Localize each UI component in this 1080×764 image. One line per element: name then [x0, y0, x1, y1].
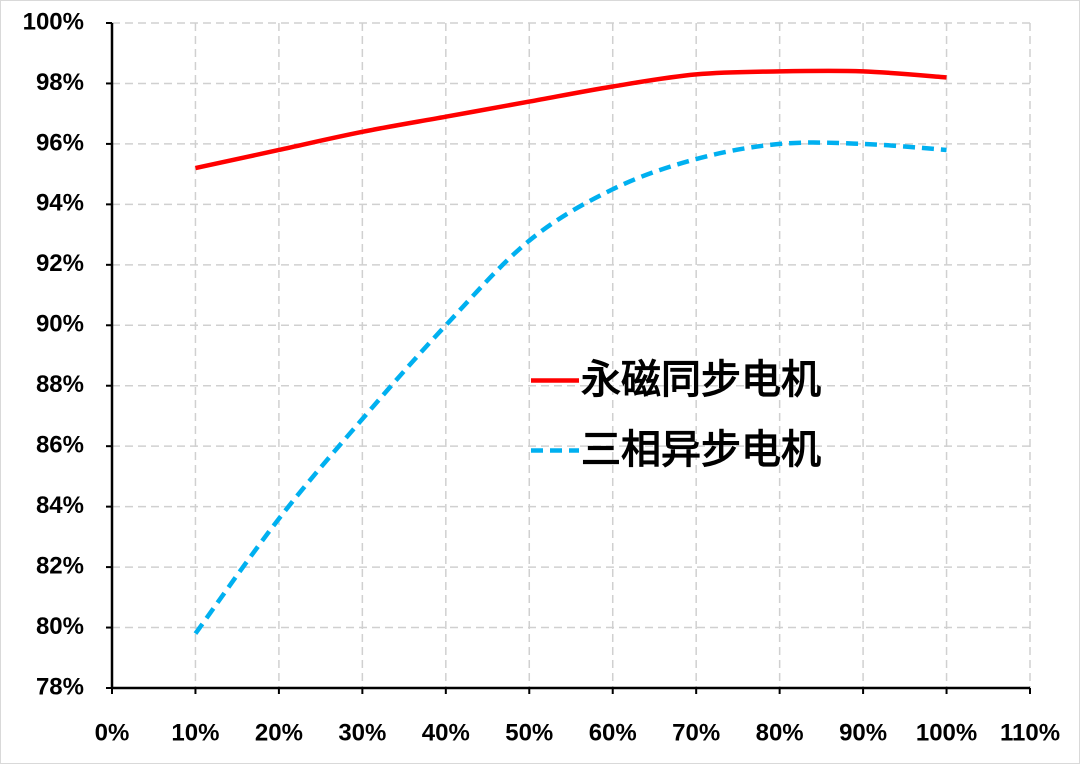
y-tick-label: 92% [36, 250, 84, 277]
x-tick-label: 30% [338, 719, 386, 746]
y-tick-label: 84% [36, 492, 84, 519]
y-tick-label: 100% [23, 8, 84, 35]
x-tick-label: 70% [672, 719, 720, 746]
x-tick-label: 80% [756, 719, 804, 746]
y-tick-label: 86% [36, 432, 84, 459]
legend-label: 永磁同步电机 [581, 358, 821, 402]
x-tick-label: 60% [589, 719, 637, 746]
x-tick-label: 110% [1000, 719, 1060, 746]
x-tick-label: 40% [422, 719, 470, 746]
legend-label: 三相异步电机 [581, 428, 821, 472]
y-tick-label: 98% [36, 69, 84, 96]
y-tick-label: 78% [36, 673, 84, 700]
x-tick-label: 100% [916, 719, 977, 746]
x-tick-label: 20% [255, 719, 303, 746]
y-tick-label: 88% [36, 371, 84, 398]
line-series [194, 68, 947, 171]
y-tick-label: 80% [36, 613, 84, 640]
x-tick-label: 0% [95, 719, 130, 746]
y-tick-label: 96% [36, 129, 84, 156]
x-tick-label: 90% [839, 719, 887, 746]
y-tick-label: 82% [36, 552, 84, 579]
y-tick-label: 90% [36, 311, 84, 338]
x-tick-label: 10% [171, 719, 219, 746]
y-tick-label: 94% [36, 190, 84, 217]
line-series [193, 140, 947, 635]
x-tick-label: 50% [505, 719, 553, 746]
